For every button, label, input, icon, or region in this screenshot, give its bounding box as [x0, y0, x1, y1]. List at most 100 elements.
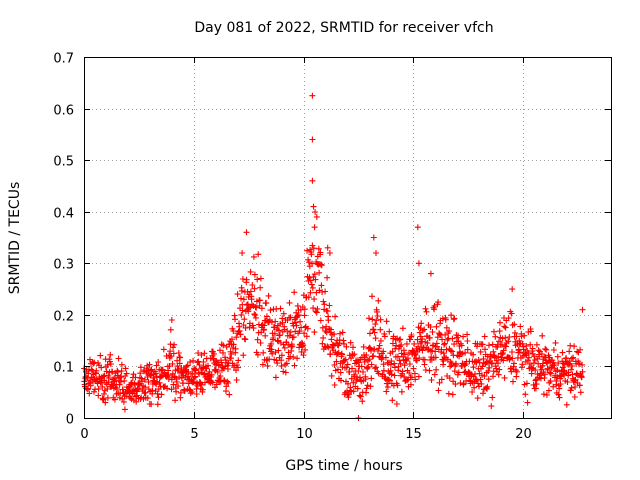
axis-ticks: 0 0.1 0.2 0.3 0.4 0.5 0.6 0.7 0 5 10 15 20 [53, 52, 611, 442]
data-point [107, 351, 114, 358]
data-point [443, 324, 450, 331]
data-point [262, 332, 269, 339]
data-point [372, 335, 379, 342]
data-point [167, 326, 174, 333]
data-point [554, 367, 561, 374]
data-point [477, 376, 484, 383]
data-point [192, 373, 199, 380]
data-point [455, 332, 462, 339]
data-point [148, 401, 155, 408]
data-point [232, 316, 238, 323]
data-point [249, 322, 256, 329]
data-point [116, 381, 123, 388]
data-point [111, 378, 118, 385]
data-point [400, 347, 407, 354]
data-point [282, 369, 289, 376]
data-point [193, 391, 200, 397]
data-point [154, 390, 161, 397]
data-point [291, 289, 298, 296]
data-point [202, 379, 208, 386]
data-point [350, 344, 356, 351]
data-point [370, 234, 377, 241]
data-point [545, 387, 552, 394]
data-point [241, 335, 248, 342]
data-point [390, 333, 397, 340]
data-point [495, 371, 502, 378]
data-point [259, 361, 266, 368]
data-point [205, 362, 211, 369]
data-point [86, 379, 93, 386]
data-point [415, 260, 422, 267]
data-point [328, 326, 335, 333]
data-point [147, 367, 154, 374]
data-point [427, 324, 434, 330]
data-point [524, 357, 531, 364]
data-point [451, 315, 458, 322]
data-point [567, 387, 574, 394]
data-point [176, 360, 183, 367]
data-point [462, 349, 469, 356]
data-point [294, 302, 301, 309]
data-point [419, 327, 426, 334]
data-point [263, 299, 270, 306]
data-point [440, 350, 447, 357]
data-point [184, 362, 191, 369]
data-point [360, 369, 366, 375]
data-point [359, 398, 366, 405]
data-point [484, 383, 491, 390]
data-point [238, 295, 244, 302]
data-point [422, 305, 429, 312]
data-point [280, 368, 287, 375]
data-point [285, 341, 292, 348]
data-point [509, 355, 516, 362]
y-tick-label: 0.6 [53, 104, 74, 119]
data-point [377, 316, 384, 323]
data-point [555, 391, 562, 398]
data-point [496, 338, 502, 345]
data-point [210, 356, 217, 363]
data-point [493, 365, 500, 372]
data-point [343, 364, 350, 371]
data-point [363, 385, 370, 392]
data-point [337, 360, 344, 367]
data-point [371, 329, 378, 336]
data-point [95, 392, 102, 399]
data-point [542, 345, 549, 352]
data-point [308, 281, 315, 288]
data-point [286, 299, 293, 306]
data-point [254, 351, 261, 358]
data-point [411, 340, 418, 347]
data-point [258, 305, 265, 312]
data-point [525, 354, 532, 361]
data-point [338, 377, 344, 384]
data-point [538, 372, 545, 379]
data-point [290, 354, 297, 361]
data-point [370, 352, 377, 359]
data-point [237, 331, 244, 338]
data-point [431, 371, 438, 378]
data-point [173, 388, 180, 395]
data-point [183, 363, 190, 370]
data-points [81, 92, 586, 421]
data-point [408, 332, 415, 338]
data-point [366, 356, 373, 363]
data-point [118, 373, 125, 380]
data-point [238, 287, 245, 294]
data-point [275, 347, 282, 354]
data-point [519, 340, 526, 347]
data-point [489, 360, 495, 367]
data-point [511, 321, 518, 328]
data-point [576, 361, 583, 368]
data-point [335, 349, 342, 356]
data-point [394, 382, 401, 389]
data-point [326, 302, 333, 309]
data-point [447, 358, 454, 365]
data-point [308, 251, 315, 258]
data-point [439, 315, 446, 322]
data-point [304, 325, 311, 332]
data-point [377, 337, 384, 344]
data-point [313, 309, 320, 316]
data-point [130, 371, 137, 378]
data-point [435, 299, 442, 306]
data-point [406, 361, 413, 367]
